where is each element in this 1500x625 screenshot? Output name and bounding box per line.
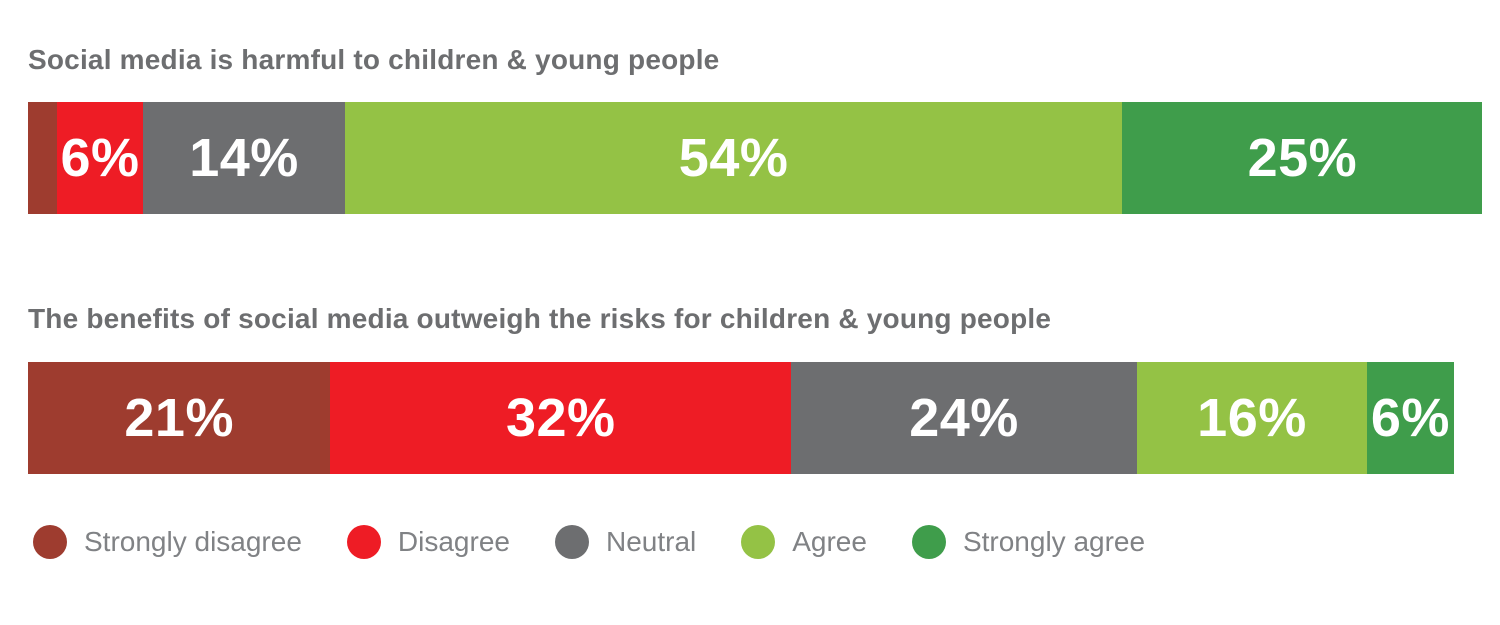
stacked-bar-benefits: 21% 32% 24% 16% 6% [28, 362, 1454, 474]
legend-swatch-circle [741, 525, 776, 559]
legend-swatch-circle [554, 525, 589, 559]
legend-item-neutral: Neutral [554, 525, 697, 559]
segment-label: 6% [1370, 388, 1450, 448]
chart-title-benefits: The benefits of social media outweigh th… [28, 303, 1052, 334]
legend: Strongly disagree Disagree Neutral Agree Str… [33, 522, 1145, 562]
legend-swatch-circle [346, 525, 381, 559]
bar-segment-strongly-disagree [28, 102, 57, 214]
bar-segment-disagree: 32% [330, 362, 792, 474]
segment-label: 6% [60, 128, 140, 188]
bar-segment-strongly-disagree: 21% [28, 362, 331, 474]
legend-item-agree: Agree [741, 525, 867, 559]
bar-segment-neutral: 14% [143, 102, 345, 214]
legend-swatch-circle [911, 525, 946, 559]
bar-segment-strongly-agree: 6% [1367, 362, 1454, 474]
bar-segment-neutral: 24% [791, 362, 1137, 474]
legend-label: Agree [792, 526, 867, 557]
bar-segment-strongly-agree: 25% [1122, 102, 1483, 214]
segment-label: 32% [505, 388, 616, 448]
legend-label: Strongly agree [962, 526, 1146, 557]
chart-title-harmful: Social media is harmful to children & yo… [28, 44, 720, 75]
legend-swatch-circle [33, 525, 67, 559]
segment-label: 16% [1197, 388, 1307, 448]
segment-label: 24% [909, 388, 1019, 448]
legend-label: Disagree [397, 526, 510, 557]
legend-label: Neutral [605, 526, 697, 557]
segment-label: 21% [124, 388, 234, 448]
legend-item-strongly-disagree: Strongly disagree [33, 525, 302, 559]
segment-label: 25% [1247, 128, 1358, 188]
legend-label: Strongly disagree [84, 526, 302, 557]
legend-item-strongly-agree: Strongly agree [911, 525, 1146, 559]
stacked-bar-harmful: 6% 14% 54% 25% [28, 102, 1483, 214]
segment-label: 14% [189, 128, 299, 188]
legend-item-disagree: Disagree [346, 525, 510, 559]
bar-segment-disagree: 6% [56, 102, 144, 214]
bar-segment-agree: 54% [344, 102, 1123, 214]
bar-segment-agree: 16% [1136, 362, 1368, 474]
segment-label: 54% [678, 128, 789, 188]
